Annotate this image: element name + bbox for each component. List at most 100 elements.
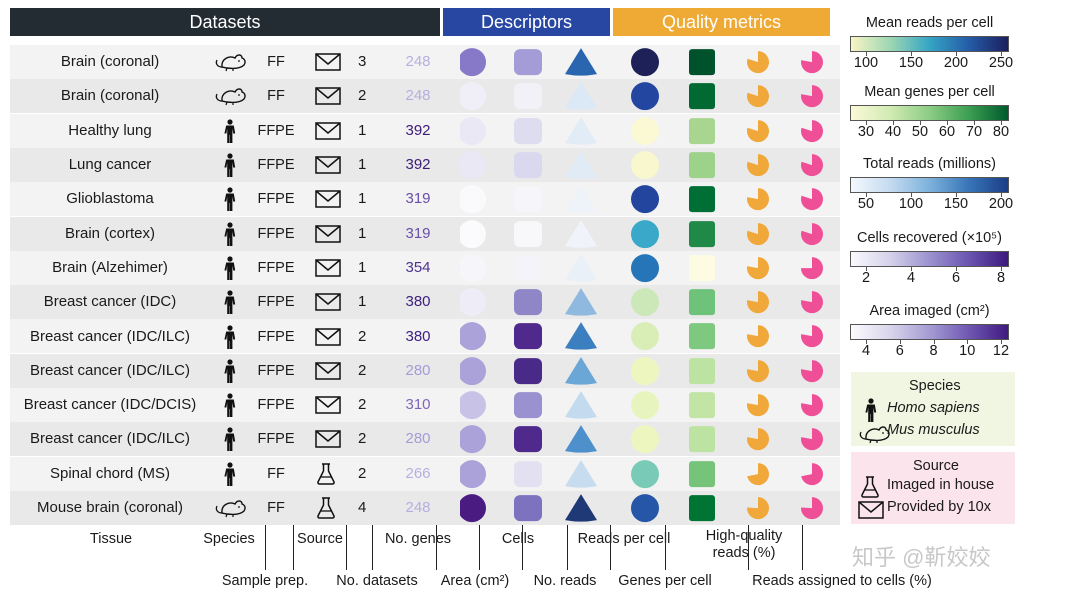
column-separator	[372, 525, 373, 570]
reads-triangle	[565, 219, 597, 248]
reads-per-cell-circle	[631, 219, 659, 248]
reads-assigned-pie	[801, 85, 823, 108]
row-glyphs	[460, 322, 823, 351]
dataset-row: Spinal chord (MS) FF 2 266	[10, 456, 840, 491]
colorbar-tick	[1001, 51, 1002, 56]
column-label: Source	[297, 531, 343, 547]
genes-per-cell-square	[689, 152, 715, 179]
sample-prep-label: FF	[267, 88, 285, 105]
area-circle	[460, 391, 486, 420]
quality-metrics-header: Quality metrics	[613, 8, 830, 36]
colorbar-tick	[866, 339, 867, 344]
high-quality-reads-pie	[747, 497, 769, 520]
colorbar-tick-label: 8	[996, 270, 1006, 286]
row-glyphs	[460, 219, 824, 248]
tissue-label: Breast cancer (IDC/ILC)	[29, 361, 191, 379]
area-circle	[460, 322, 486, 351]
cells-square	[514, 495, 542, 522]
reads-assigned-pie	[801, 291, 823, 314]
genes-per-cell-square	[689, 323, 715, 350]
area-circle	[460, 219, 486, 248]
colorbar-tick	[920, 120, 921, 125]
watermark: 知乎 @靳姣姣	[852, 545, 991, 570]
human-icon	[224, 290, 236, 315]
high-quality-reads-pie	[747, 325, 769, 348]
high-quality-reads-pie	[747, 359, 769, 382]
colorbar-tick-label: 200	[988, 196, 1014, 212]
colorbar-tick	[1001, 192, 1002, 197]
human-icon	[224, 256, 236, 280]
row-glyphs	[460, 425, 823, 454]
colorbar-title: Mean genes per cell	[864, 84, 995, 100]
colorbar-tick	[866, 266, 867, 271]
colorbar-tick	[1001, 120, 1002, 125]
tissue-label: Spinal chord (MS)	[49, 464, 171, 482]
column-label: Cells	[501, 531, 535, 547]
colorbar-title: Area imaged (cm²)	[869, 303, 990, 319]
genes-per-cell-square	[689, 357, 715, 384]
sample-prep-label: FFPE	[257, 225, 295, 242]
tissue-label: Breast cancer (IDC/ILC)	[29, 327, 191, 345]
column-label: Area (cm²)	[440, 573, 510, 589]
reads-per-cell-circle	[631, 185, 659, 214]
colorbar-tick-label: 40	[884, 124, 902, 140]
row-glyphs	[460, 494, 823, 523]
cells-square	[514, 460, 542, 487]
dataset-row: Breast cancer (IDC/ILC) FFPE 2 280	[10, 353, 840, 388]
flask-icon	[317, 497, 335, 519]
reads-per-cell-circle	[631, 116, 659, 145]
colorbar-tick-label: 100	[853, 55, 879, 71]
column-separator	[479, 525, 480, 570]
colorbar-tick-label: 2	[861, 270, 871, 286]
column-separator	[802, 525, 803, 570]
dataset-count: 1	[358, 224, 367, 242]
reads-per-cell-circle	[631, 151, 659, 180]
genes-per-cell-square	[689, 460, 715, 487]
envelope-icon	[315, 396, 341, 414]
genes-per-cell-square	[689, 426, 715, 453]
colorbar-title: Total reads (millions)	[863, 156, 996, 172]
column-separator	[265, 525, 266, 570]
reads-assigned-pie	[801, 462, 824, 485]
flask-icon	[861, 476, 879, 498]
reads-triangle	[565, 391, 597, 419]
colorbar-tick-label: 200	[943, 55, 969, 71]
area-circle	[460, 151, 486, 180]
area-circle	[460, 82, 486, 111]
sample-prep-label: FFPE	[257, 431, 295, 448]
genes-per-cell-square	[689, 220, 715, 247]
area-circle	[460, 116, 486, 145]
reads-triangle	[565, 82, 597, 110]
colorbar-tick	[1001, 266, 1002, 271]
human-icon	[224, 222, 236, 246]
genes-per-cell-square	[689, 254, 715, 281]
sample-prep-label: FFPE	[257, 362, 295, 379]
dataset-count: 3	[358, 53, 367, 71]
envelope-icon	[315, 121, 341, 140]
genes-per-cell-square	[689, 83, 715, 110]
high-quality-reads-pie	[747, 188, 769, 211]
genes-per-cell-square	[689, 186, 715, 213]
reads-assigned-pie	[801, 325, 823, 348]
colorbar-tick-label: 100	[898, 196, 924, 212]
reads-triangle	[565, 356, 597, 385]
reads-per-cell-circle	[631, 494, 659, 523]
high-quality-reads-pie	[747, 462, 769, 485]
row-glyphs	[460, 391, 823, 420]
column-separator	[665, 525, 666, 570]
colorbar-tick	[911, 266, 912, 271]
dataset-row: Breast cancer (IDC/DCIS) FFPE 2 310	[10, 388, 840, 422]
cells-square	[514, 49, 542, 76]
row-glyphs	[460, 356, 823, 385]
gene-count: 319	[405, 224, 431, 242]
colorbar-tick	[974, 120, 975, 125]
column-label: Genes per cell	[618, 573, 712, 589]
dataset-count: 2	[358, 87, 367, 105]
colorbar-gradient	[850, 324, 1009, 340]
colorbar-tick-label: 30	[857, 124, 875, 140]
gene-count: 380	[405, 293, 431, 311]
column-separator	[748, 525, 749, 570]
tissue-label: Lung cancer	[68, 156, 152, 174]
human-icon	[224, 119, 236, 143]
envelope-icon	[315, 224, 341, 243]
